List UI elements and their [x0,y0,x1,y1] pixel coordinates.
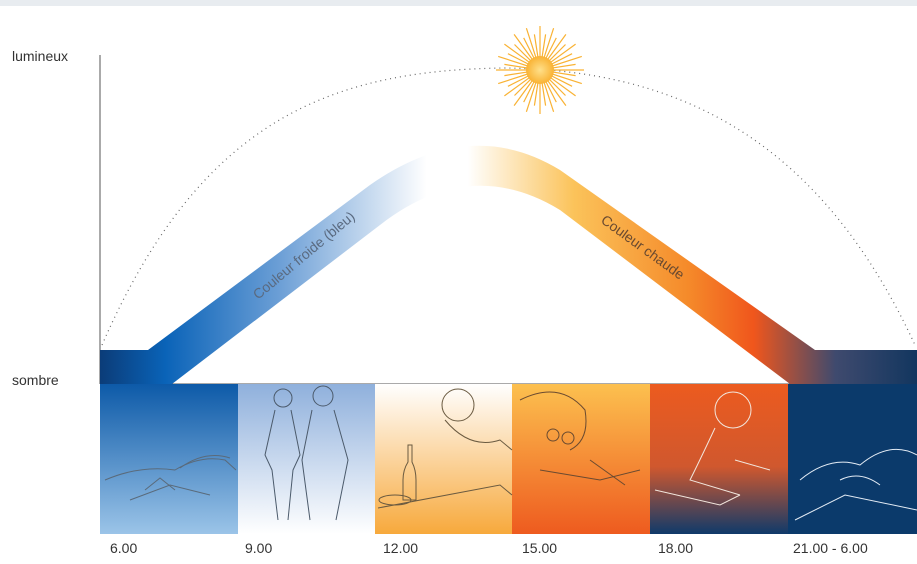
y-label-dark: sombre [12,372,59,388]
scene-reading-with-glasses [519,391,641,486]
sun-ray [504,74,534,97]
time-label: 21.00 - 6.00 [793,540,868,556]
daylight-arc [101,67,916,346]
sun-ray [513,34,536,64]
sun-icon [496,26,584,114]
panel-forenoon [238,384,375,534]
panel-evening [650,384,788,534]
time-label: 12.00 [383,540,419,556]
scene-writing-at-desk [654,391,771,506]
panel-afternoon [512,384,650,534]
panel-night [788,384,917,534]
scene-sleeping-at-night [794,448,917,521]
scene-walking-couple [264,385,349,521]
cold-color-label: Couleur froide (bleu) [250,208,358,302]
time-label: 18.00 [658,540,694,556]
scene-lunch-table [377,388,513,509]
sun-ray [504,43,534,66]
color-temperature-band [100,145,917,384]
sun-ray [513,76,536,106]
sun-ray [544,34,567,64]
sun-ray [544,76,567,106]
panel-noon [375,384,512,534]
top-bar [0,0,917,6]
time-label: 9.00 [245,540,273,556]
time-label: 6.00 [110,540,138,556]
scene-sleeping-in-bed [104,455,237,501]
sun-core [526,56,554,84]
time-label: 15.00 [522,540,558,556]
y-label-bright: lumineux [12,48,69,64]
sun-ray [546,43,576,66]
sun-ray [546,74,576,97]
